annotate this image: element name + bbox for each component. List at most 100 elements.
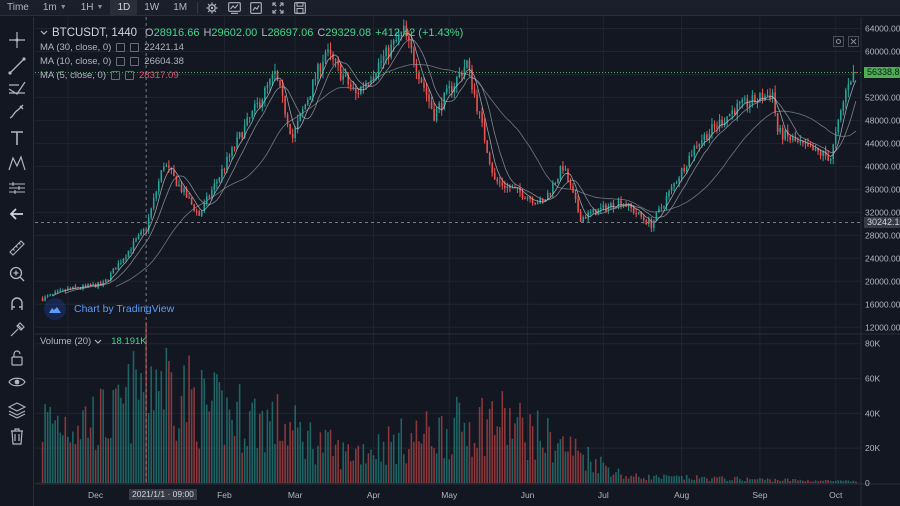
ma-10-row[interactable]: MA (10, close, 0) 26604.38 [40, 54, 463, 68]
crosshair-tool[interactable] [5, 29, 29, 51]
chevron-down-icon[interactable] [94, 338, 102, 346]
zoom-in-tool[interactable] [5, 263, 29, 285]
volume-bar [157, 391, 160, 483]
back-arrow-tool[interactable] [5, 203, 29, 225]
volume-bar [829, 480, 832, 483]
candle-body [847, 84, 850, 90]
candle-body [827, 155, 829, 161]
candle-body [635, 212, 637, 214]
volume-bar [150, 366, 152, 483]
volume-bar [670, 476, 673, 483]
trend-line-tool[interactable] [5, 55, 29, 77]
candle-body [314, 79, 317, 81]
candle-body [440, 103, 443, 110]
volume-bar [203, 378, 206, 483]
interval-1h[interactable]: 1H ▼ [74, 0, 111, 16]
volume-bar [329, 429, 332, 483]
candle-body [562, 166, 564, 171]
lock-drawing-tool[interactable] [5, 319, 29, 341]
chevron-down-icon: ▼ [59, 4, 67, 11]
candle-body [749, 104, 751, 108]
candle-body [339, 64, 342, 80]
magnet-tool[interactable] [5, 293, 29, 315]
tradingview-watermark[interactable]: Chart by TradingView [44, 298, 174, 320]
candle-body [216, 181, 218, 184]
ruler-tool[interactable] [5, 237, 29, 259]
time-axis[interactable]: Dec Feb Mar Apr May Jun Jul Aug Sep Oct [88, 490, 843, 500]
volume-bar [41, 441, 44, 483]
volume-bar [256, 448, 259, 483]
volume-bar [362, 444, 365, 483]
unlock-tool[interactable] [5, 347, 29, 369]
candle-body [430, 101, 433, 109]
trash-tool[interactable] [5, 425, 29, 447]
volume-bar [89, 427, 92, 483]
ma-remove-icon[interactable] [130, 42, 140, 52]
eye-tool[interactable] [5, 371, 29, 393]
interval-1mo[interactable]: 1M [166, 0, 194, 16]
candle-body [168, 165, 170, 168]
ma-5-row[interactable]: MA (5, close, 0) 28317.09 [40, 68, 463, 82]
fullscreen-button[interactable] [267, 0, 289, 16]
volume-bar [337, 440, 339, 483]
save-icon [294, 1, 306, 14]
volume-bar [584, 470, 587, 483]
indicators-button[interactable] [223, 0, 245, 16]
chart-settings-button[interactable] [833, 36, 844, 47]
pattern-tool[interactable] [5, 153, 29, 175]
ma-remove-icon[interactable] [125, 70, 134, 80]
time-tick-label: Feb [217, 490, 232, 500]
volume-axis[interactable]: 80K 60K 40K 20K 0 [865, 339, 880, 488]
layers-tool[interactable] [5, 399, 29, 421]
candle-body [802, 141, 804, 143]
interval-1w[interactable]: 1W [137, 0, 166, 16]
candle-body [615, 207, 617, 209]
interval-1d[interactable]: 1D [110, 0, 138, 16]
volume-bar [213, 372, 216, 483]
volume-bar [357, 445, 360, 483]
candle-body [307, 99, 309, 105]
volume-bar [77, 425, 79, 483]
volume-bar [630, 475, 632, 483]
brush-tool[interactable] [5, 101, 29, 123]
ma-remove-icon[interactable] [130, 56, 140, 66]
volume-bar [438, 417, 440, 483]
time-menu[interactable]: Time [0, 0, 36, 16]
compare-button[interactable] [245, 0, 267, 16]
snapshot-button[interactable] [289, 0, 311, 16]
volume-bar [385, 464, 387, 483]
candle-body [231, 147, 233, 157]
candle-body [372, 77, 375, 81]
chart-canvas[interactable]: 64000.0060000.0056000.0052000.0048000.00… [35, 17, 900, 506]
ma-settings-icon[interactable] [116, 56, 126, 66]
candle-body [107, 279, 110, 281]
collapse-legend-icon[interactable] [40, 29, 48, 37]
candle-body [74, 286, 77, 288]
candle-body [72, 286, 74, 289]
candle-body [602, 204, 605, 208]
text-tool[interactable] [5, 127, 29, 149]
volume-bar [397, 432, 400, 483]
candle-body [822, 151, 824, 156]
chevron-down-icon: ▼ [96, 4, 104, 11]
candle-body [536, 203, 539, 205]
candle-body [660, 207, 663, 209]
volume-bar [218, 382, 221, 483]
ma-30-row[interactable]: MA (30, close, 0) 22421.14 [40, 40, 463, 54]
candle-body [218, 177, 221, 182]
time-tick-label: Oct [829, 490, 843, 500]
candle-body [529, 197, 531, 199]
interval-1m[interactable]: 1m ▼ [36, 0, 74, 16]
prediction-tool[interactable] [5, 177, 29, 199]
pitchfork-tool[interactable] [5, 77, 29, 99]
chart-close-button[interactable] [848, 36, 859, 47]
symbol-label[interactable]: BTCUSDT, 1440 [52, 27, 138, 39]
ma-settings-icon[interactable] [116, 42, 126, 52]
volume-bar [731, 480, 733, 483]
volume-bar [122, 403, 125, 483]
candle-body [87, 284, 89, 287]
volume-bar [82, 410, 84, 483]
settings-button[interactable] [201, 0, 223, 16]
ma-settings-icon[interactable] [111, 70, 120, 80]
volume-bar [531, 426, 534, 483]
